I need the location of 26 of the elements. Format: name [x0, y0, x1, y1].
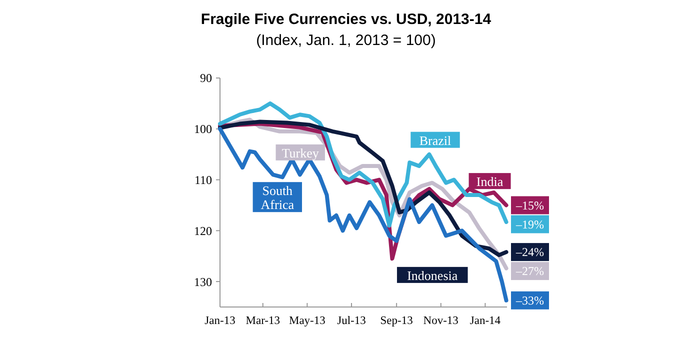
x-tick-label: Jul-13: [337, 315, 366, 327]
x-tick-label: May-13: [288, 315, 326, 327]
chart-subtitle: (Index, Jan. 1, 2013 = 100): [256, 32, 436, 49]
text: –33%: [515, 294, 544, 308]
x-tick-label: Jan-13: [204, 315, 236, 327]
y-tick-label: 100: [194, 122, 212, 136]
x-tick-label: Nov-13: [423, 315, 459, 327]
text: Indonesia: [407, 268, 458, 283]
text: –15%: [515, 198, 544, 212]
text: –24%: [515, 245, 544, 260]
text: –19%: [515, 217, 544, 232]
series-label: Brazil: [419, 132, 452, 148]
y-tick-label: 130: [194, 274, 212, 289]
series-label: Turkey: [282, 145, 320, 160]
x-tick-label: Sep-13: [380, 315, 414, 327]
chart-title: Fragile Five Currencies vs. USD, 2013-14: [200, 11, 492, 28]
x-tick-label: Jan-14: [470, 315, 501, 327]
series-label: India: [476, 174, 504, 190]
text: –27%: [515, 264, 544, 278]
line-series: [218, 126, 508, 302]
y-tick-label: 90: [200, 71, 212, 86]
line-series: [218, 101, 508, 228]
series-label: South Africa: [260, 183, 294, 212]
y-tick-label: 120: [194, 224, 212, 238]
y-tick-label: 110: [194, 172, 212, 187]
x-tick-label: Mar-13: [246, 315, 280, 327]
